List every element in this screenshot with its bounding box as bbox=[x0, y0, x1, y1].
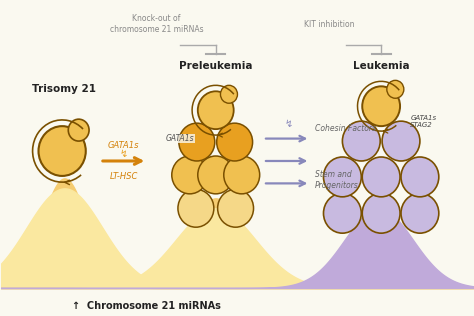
Text: GATA1s
STAG2: GATA1s STAG2 bbox=[410, 115, 437, 128]
Circle shape bbox=[38, 126, 86, 176]
Circle shape bbox=[362, 157, 400, 197]
Text: Leukemia: Leukemia bbox=[353, 61, 410, 71]
Circle shape bbox=[362, 193, 400, 233]
Circle shape bbox=[217, 123, 253, 161]
Circle shape bbox=[179, 123, 215, 161]
Text: Trisomy 21: Trisomy 21 bbox=[33, 84, 97, 94]
Circle shape bbox=[342, 121, 380, 161]
Circle shape bbox=[198, 91, 234, 129]
Text: ↑  Chromosome 21 miRNAs: ↑ Chromosome 21 miRNAs bbox=[72, 301, 220, 311]
Text: ↯: ↯ bbox=[119, 149, 128, 159]
Text: Knock-out of
chromosome 21 miRNAs: Knock-out of chromosome 21 miRNAs bbox=[110, 14, 203, 34]
Circle shape bbox=[401, 193, 439, 233]
Circle shape bbox=[220, 85, 237, 103]
Circle shape bbox=[362, 86, 400, 126]
Text: KIT inhibition: KIT inhibition bbox=[304, 20, 355, 28]
Text: Preleukemia: Preleukemia bbox=[179, 61, 253, 71]
Circle shape bbox=[68, 119, 89, 141]
Text: GATA1s: GATA1s bbox=[166, 134, 195, 143]
Circle shape bbox=[387, 80, 404, 98]
Circle shape bbox=[172, 156, 208, 194]
Circle shape bbox=[323, 193, 361, 233]
Circle shape bbox=[178, 189, 214, 227]
Text: Cohesin Factors: Cohesin Factors bbox=[315, 124, 376, 133]
Circle shape bbox=[218, 189, 254, 227]
Circle shape bbox=[382, 121, 420, 161]
Circle shape bbox=[224, 156, 260, 194]
Circle shape bbox=[323, 157, 361, 197]
Circle shape bbox=[198, 156, 234, 194]
Text: GATA1s: GATA1s bbox=[108, 141, 139, 149]
Text: ↯: ↯ bbox=[285, 118, 293, 129]
Circle shape bbox=[401, 157, 439, 197]
Text: Stem and
Progenitors: Stem and Progenitors bbox=[315, 170, 359, 190]
Text: LT-HSC: LT-HSC bbox=[109, 173, 138, 181]
